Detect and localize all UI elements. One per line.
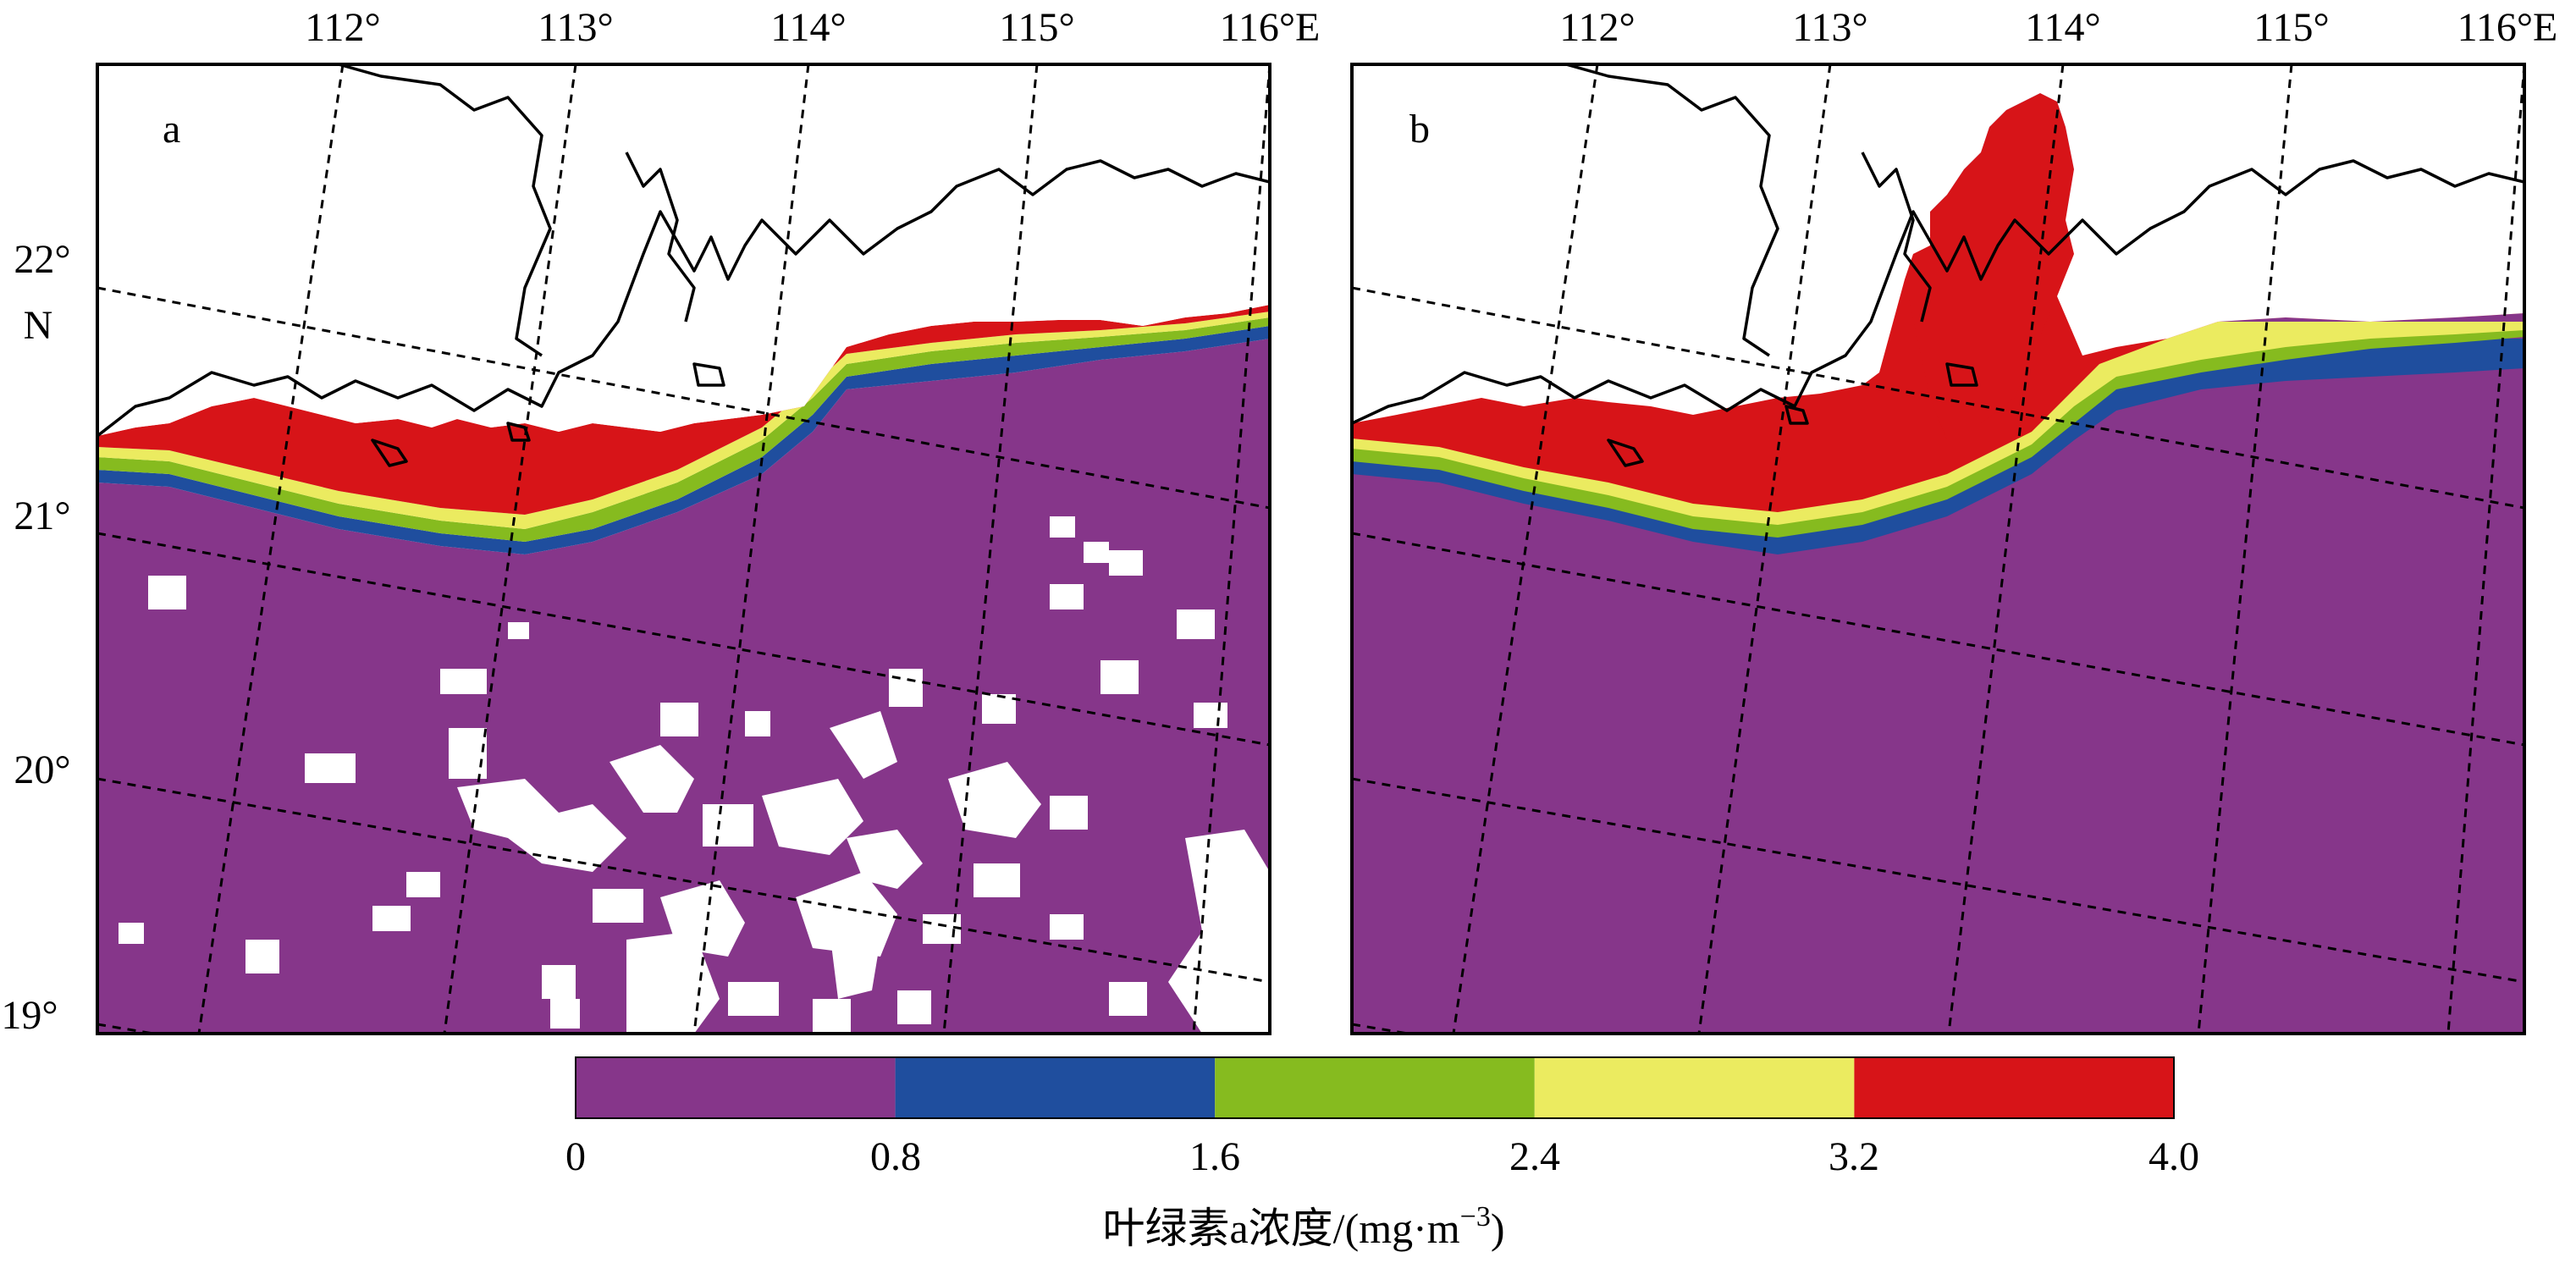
lon-label-a-112: 112°: [305, 5, 380, 50]
colorbar-tick-0: 0: [565, 1134, 586, 1179]
panel-a-letter: a: [163, 107, 180, 152]
lat-label-21: 21°: [14, 494, 70, 538]
lat-labels: 22° N 21° 20° 19°: [1, 237, 70, 1038]
panel-a-islands: [371, 362, 725, 467]
panel-a-cloud-gaps: [119, 516, 1270, 1034]
panel-a-green-band: [97, 317, 1270, 542]
colorbar-tick-2: 1.6: [1189, 1134, 1240, 1179]
colorbar-title: 叶绿素a浓度/(mg·m−3): [1102, 1201, 1504, 1252]
panel-a-red-band: [97, 305, 1270, 515]
colorbar-tick-1: 0.8: [870, 1134, 921, 1179]
panel-a-pearl-river: [338, 64, 552, 357]
colorbar-tick-3: 2.4: [1509, 1134, 1560, 1179]
colorbar-bins: [576, 1057, 2174, 1118]
colorbar-bin-1: [895, 1057, 1216, 1118]
lon-label-b-116: 116°E: [2457, 5, 2558, 50]
lon-label-b-113: 113°: [1792, 5, 1867, 50]
lon-label-a-116: 116°E: [1220, 5, 1321, 50]
panel-b-coastline: [1352, 159, 2524, 425]
lon-labels-b: 112° 113° 114° 115° 116°E: [1559, 5, 2557, 50]
colorbar-ticks: 0 0.8 1.6 2.4 3.2 4.0: [565, 1134, 2199, 1179]
panel-b-letter: b: [1409, 107, 1430, 152]
panel-b: b: [1350, 63, 2526, 1035]
colorbar-title-end: ): [1491, 1205, 1505, 1252]
lon-label-b-112: 112°: [1559, 5, 1635, 50]
panel-a-ocean: [97, 339, 1270, 1034]
panel-a-blue-band: [97, 326, 1270, 554]
panel-a-coastline: [97, 159, 1270, 438]
colorbar-bin-0: [576, 1057, 896, 1118]
colorbar-frame: [575, 1056, 2175, 1119]
lat-label-n: N: [24, 303, 53, 348]
lon-label-b-115: 115°: [2253, 5, 2329, 50]
colorbar: 0 0.8 1.6 2.4 3.2 4.0 叶绿素a浓度/(mg·m−3): [565, 1056, 2199, 1252]
panel-b-map: [1352, 64, 2524, 1034]
panel-a-graticule: [97, 64, 1270, 1034]
panel-b-red-plume: [1905, 93, 2074, 440]
panel-b-islands: [1607, 362, 1978, 467]
lon-label-a-113: 113°: [538, 5, 613, 50]
panel-b-river-2: [1861, 152, 1932, 323]
panel-b-frame: [1350, 63, 2526, 1035]
panel-a-frame: [96, 63, 1271, 1035]
colorbar-tick-4: 3.2: [1829, 1134, 1879, 1179]
lat-label-20: 20°: [14, 747, 70, 792]
lon-label-a-114: 114°: [770, 5, 846, 50]
lon-label-a-115: 115°: [999, 5, 1074, 50]
lat-label-19: 19°: [1, 993, 58, 1038]
panel-a: a: [96, 63, 1271, 1035]
panel-b-pearl-river: [1565, 64, 1779, 357]
colorbar-title-main: 叶绿素a浓度/(mg·m: [1102, 1205, 1459, 1252]
panel-b-graticule: [1352, 64, 2524, 1034]
colorbar-bin-4: [1854, 1057, 2174, 1118]
panel-a-map: [97, 64, 1270, 1034]
colorbar-bin-3: [1534, 1057, 1855, 1118]
panel-b-land: [1352, 64, 2524, 423]
lon-labels-a: 112° 113° 114° 115° 116°E: [305, 5, 1320, 50]
colorbar-title-sup: −3: [1460, 1201, 1491, 1233]
colorbar-tick-5: 4.0: [2149, 1134, 2199, 1179]
panel-a-river-2: [625, 152, 696, 323]
lon-label-b-114: 114°: [2025, 5, 2100, 50]
colorbar-bin-2: [1215, 1057, 1535, 1118]
lat-label-22: 22°: [14, 237, 70, 282]
